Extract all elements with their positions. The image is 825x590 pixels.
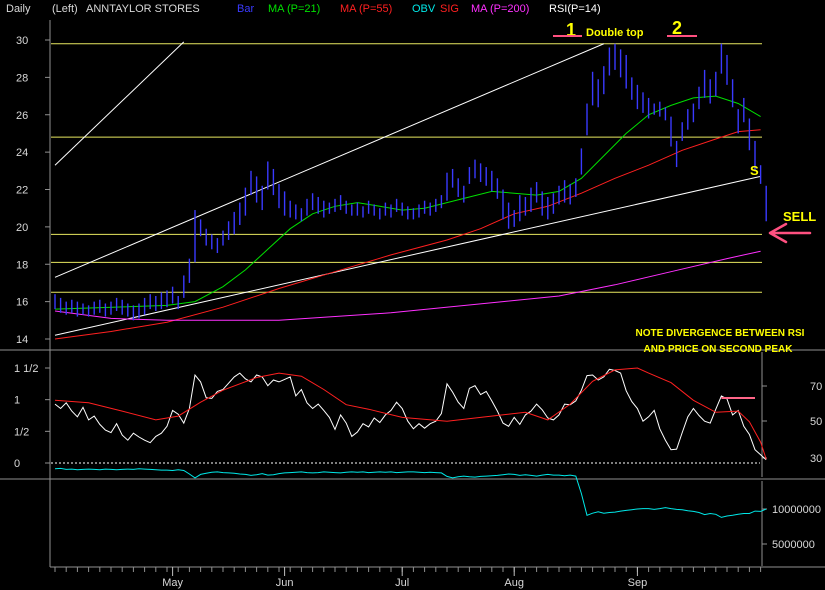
price-y-tick-label: 20	[16, 222, 28, 234]
legend: Bar MA (P=21) MA (P=55) OBV SIG MA (P=200) RSI…	[237, 3, 601, 15]
chart-header: Daily (Left) ANNTAYLOR STORES Bar MA (P=2…	[6, 3, 601, 15]
trend-line	[54, 41, 185, 166]
price-annotation: 2	[672, 18, 682, 38]
symbol-name: ANNTAYLOR STORES	[86, 3, 200, 15]
rsi-left-tick-label: 1	[14, 395, 20, 407]
price-y-tick-label: 28	[16, 72, 28, 84]
sell-arrow	[768, 222, 812, 244]
rsi-right-tick-label: 30	[810, 453, 822, 465]
obv-line	[54, 467, 767, 518]
legend-item: RSI(P=14)	[549, 3, 601, 15]
legend-item: OBV	[412, 3, 436, 15]
legend-item: SIG	[440, 3, 459, 15]
trend-line	[54, 175, 761, 336]
price-y-tick-label: 16	[16, 297, 28, 309]
legend-item: MA (P=55)	[340, 3, 392, 15]
period-label: Daily	[6, 3, 31, 15]
rsi-signal-line	[54, 367, 767, 460]
price-y-tick-label: 18	[16, 259, 28, 271]
rsi-right-tick-label: 70	[810, 381, 822, 393]
price-annotation: S	[750, 163, 759, 178]
rsi-line	[54, 368, 767, 461]
month-label: May	[162, 577, 183, 589]
price-y-tick-label: 14	[16, 334, 28, 346]
rsi-left-tick-label: 0	[14, 458, 20, 470]
rsi-left-tick-label: 1 1/2	[14, 363, 38, 375]
moving-average-line	[54, 129, 761, 340]
price-annotation: SELL	[783, 209, 816, 224]
obv-pane: 10000000 5000000	[54, 467, 821, 551]
price-annotation: NOTE DIVERGENCE BETWEEN RSI	[636, 328, 805, 339]
price-y-tick-label: 30	[16, 35, 28, 47]
rsi-left-tick-label: 1/2	[14, 426, 29, 438]
trend-line	[54, 43, 604, 278]
x-axis: May Jun Jul Aug Sep	[54, 567, 762, 589]
legend-item: Bar	[237, 3, 254, 15]
moving-average-line	[54, 250, 761, 321]
price-y-tick-label: 22	[16, 185, 28, 197]
axis-side-label: (Left)	[52, 3, 78, 15]
price-pane: 30 28 26 24 22 20 18 16 14 1 Double top 2 S SELL NOTE …	[16, 18, 816, 355]
month-label: Sep	[628, 577, 648, 589]
price-annotation: AND PRICE ON SECOND PEAK	[644, 344, 794, 355]
price-annotation: 1	[566, 20, 576, 40]
rsi-right-tick-label: 50	[810, 416, 822, 428]
legend-item: MA (P=200)	[471, 3, 529, 15]
legend-item: MA (P=21)	[268, 3, 320, 15]
price-y-tick-label: 24	[16, 147, 28, 159]
price-annotation: Double top	[586, 27, 644, 39]
month-label: Jun	[276, 577, 294, 589]
obv-right-tick-label: 5000000	[772, 539, 815, 551]
obv-right-tick-label: 10000000	[772, 504, 821, 516]
month-label: Aug	[504, 577, 524, 589]
price-y-tick-label: 26	[16, 110, 28, 122]
rsi-pane: 1 1/2 1 1/2 0 70 50 30	[14, 363, 822, 470]
month-label: Jul	[395, 577, 409, 589]
